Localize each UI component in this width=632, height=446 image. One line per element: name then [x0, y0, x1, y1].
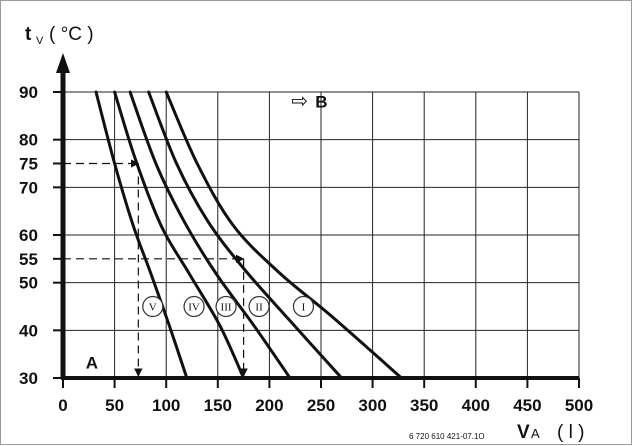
x-tick-label-100: 100 [152, 396, 180, 415]
curve-label-i: I [302, 302, 306, 314]
curve-iv [113, 90, 246, 380]
y-tick-label-40: 40 [19, 321, 38, 340]
x-tick-label-250: 250 [307, 396, 335, 415]
y-tick-label-50: 50 [19, 274, 38, 293]
x-axis-title: V A ( l ) [517, 422, 584, 443]
y-tick-label-75: 75 [19, 155, 38, 174]
x-tick-label-200: 200 [255, 396, 283, 415]
reading-lines [63, 159, 248, 377]
x-tick-label-300: 300 [358, 396, 386, 415]
curve-label-circle-iii [215, 295, 237, 318]
x-tick-label-50: 50 [105, 396, 124, 415]
curve-label-v: V [149, 302, 157, 314]
x-tick-label-400: 400 [462, 396, 490, 415]
y-axis-arrow [56, 53, 70, 73]
x-tick-label-450: 450 [513, 396, 541, 415]
y-axis-title: t V ( °C ) [25, 24, 94, 47]
y-axis-title-subscript: V [36, 35, 44, 47]
y-tick-label-80: 80 [19, 131, 38, 150]
annotation-arrow-b: ⇨ [291, 91, 308, 113]
x-axis-title-symbol: V [517, 422, 530, 443]
y-axis-unit: ( °C ) [49, 24, 94, 45]
curve-label-circle-v [142, 295, 164, 318]
y-tick-label-90: 90 [19, 83, 38, 102]
curve-label-iv: IV [188, 302, 200, 314]
curve-label-ii: II [255, 302, 263, 314]
x-tick-label-500: 500 [565, 396, 593, 415]
curve-label-iii: III [221, 302, 232, 314]
annotation-b: B [315, 93, 327, 112]
x-axis-unit: ( l ) [557, 422, 584, 443]
axis-layer: 30 40 50 55 60 70 75 80 90 0 50 100 150 200 250 300 350 4… [19, 53, 593, 415]
y-tick-label-60: 60 [19, 226, 38, 245]
curve-label-circle-ii [248, 295, 270, 318]
x-tick-label-150: 150 [204, 396, 232, 415]
curve-i [164, 90, 403, 380]
curve-iii [128, 90, 292, 380]
x-tick-label-0: 0 [58, 396, 67, 415]
x-axis-title-subscript: A [531, 426, 540, 441]
curve-v [94, 90, 189, 380]
curve-label-circle-iv [183, 295, 205, 318]
curve-label-circle-i [292, 295, 315, 318]
curve-layer [94, 90, 403, 380]
y-tick-label-30: 30 [19, 369, 38, 388]
annotation-a: A [86, 354, 98, 373]
y-axis-title-symbol: t [25, 24, 32, 45]
grid-layer [63, 91, 580, 378]
curve-ii [147, 90, 344, 380]
y-tick-label-55: 55 [19, 250, 38, 269]
figure-code: 6 720 610 421-07.1O [409, 432, 485, 441]
y-tick-label-70: 70 [19, 178, 38, 197]
x-tick-label-350: 350 [410, 396, 438, 415]
